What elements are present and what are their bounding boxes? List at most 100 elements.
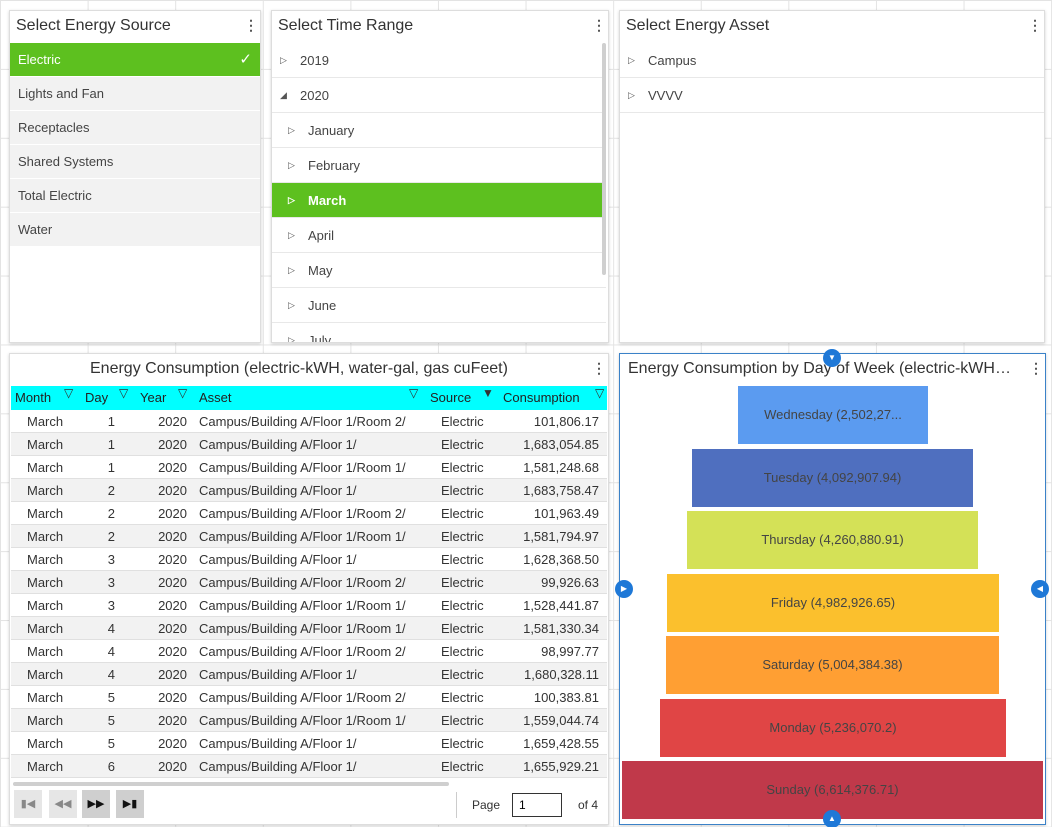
table-row[interactable]: March 4 2020 Campus/Building A/Floor 1/Elec… [11,663,607,686]
expand-arrow-icon[interactable]: ▷ [288,160,295,170]
month-cell: March [27,644,64,659]
tree-node-label: March [308,193,347,208]
expand-arrow-icon[interactable]: ▷ [288,265,295,275]
day-cell: 3 [107,598,115,613]
table-row[interactable]: March 2 2020 Campus/Building A/Floor 1/Room… [11,502,607,525]
tree-node-may[interactable]: ▷ May [272,253,606,288]
filter-icon[interactable]: ▽ [178,386,188,400]
table-row[interactable]: March 5 2020 Campus/Building A/Floor 1/Room… [11,686,607,709]
table-row[interactable]: March 3 2020 Campus/Building A/Floor 1/Elec… [11,548,607,571]
tree-node-label: February [308,158,361,173]
resize-handle-left-icon[interactable]: ▶ [615,580,633,598]
asset-cell: Campus/Building A/Floor 1/ [199,483,357,498]
source-cell: Electric [441,690,484,705]
column-header-consumption[interactable]: Consumption [503,390,580,405]
table-row[interactable]: March 1 2020 Campus/Building A/Floor 1/Room… [11,456,607,479]
asset-cell: Campus/Building A/Floor 1/Room 2/ [199,506,406,521]
consumption-cell: 1,528,441.87 [523,598,599,613]
table-row[interactable]: March 5 2020 Campus/Building A/Floor 1/Elec… [11,732,607,755]
expand-arrow-icon[interactable]: ▷ [280,55,287,65]
funnel-bar-wednesday[interactable]: Wednesday (2,502,27... [738,386,928,444]
column-header-source[interactable]: Source [430,390,472,405]
tree-node-june[interactable]: ▷ June [272,288,606,323]
table-row[interactable]: March 3 2020 Campus/Building A/Floor 1/Room… [11,594,607,617]
funnel-bar-sunday[interactable]: Sunday (6,614,376.71) [622,761,1043,819]
energy-source-item[interactable]: Lights and Fan [10,77,260,111]
source-cell: Electric [441,575,484,590]
tree-node-july[interactable]: ▷ July [272,323,606,343]
table-row[interactable]: March 1 2020 Campus/Building A/Floor 1/Elec… [11,433,607,456]
funnel-bar-saturday[interactable]: Saturday (5,004,384.38) [666,636,999,694]
tree-node-january[interactable]: ▷ January [272,113,606,148]
tree-node-2019[interactable]: ▷ 2019 [272,43,606,78]
tree-node-march[interactable]: ▷ March [272,183,606,218]
tree-node-april[interactable]: ▷ April [272,218,606,253]
more-menu-icon[interactable]: ⋮ [592,360,606,376]
day-cell: 5 [107,736,115,751]
energy-source-item[interactable]: Receptacles [10,111,260,145]
filter-icon[interactable]: ▽ [64,386,74,400]
expand-arrow-icon[interactable]: ▷ [628,55,635,65]
filter-icon[interactable]: ▽ [119,386,129,400]
tree-node-february[interactable]: ▷ February [272,148,606,183]
consumption-cell: 1,628,368.50 [523,552,599,567]
funnel-bar-friday[interactable]: Friday (4,982,926.65) [667,573,999,632]
expand-arrow-icon[interactable]: ▷ [628,90,635,100]
collapse-arrow-icon[interactable]: ◢ [280,90,287,100]
source-cell: Electric [441,759,484,774]
funnel-bar-tuesday[interactable]: Tuesday (4,092,907.94) [692,448,973,507]
table-row[interactable]: March 1 2020 Campus/Building A/Floor 1/Room… [11,410,607,433]
previous-page-icon[interactable]: ◀◀ [49,790,77,818]
table-row[interactable]: March 5 2020 Campus/Building A/Floor 1/Room… [11,709,607,732]
column-header-month[interactable]: Month [15,390,52,405]
table-row[interactable]: March 2 2020 Campus/Building A/Floor 1/Room… [11,525,607,548]
more-menu-icon[interactable]: ⋮ [244,17,258,33]
energy-source-item[interactable]: Shared Systems [10,145,260,179]
last-page-icon[interactable]: ▶▮ [116,790,144,818]
year-cell: 2020 [158,713,187,728]
expand-arrow-icon[interactable]: ▷ [288,230,295,240]
expand-arrow-icon[interactable]: ▷ [288,195,295,205]
table-row[interactable]: March 6 2020 Campus/Building A/Floor 1/Elec… [11,755,607,778]
next-page-icon[interactable]: ▶▶ [82,790,110,818]
expand-arrow-icon[interactable]: ▷ [288,335,295,343]
asset-cell: Campus/Building A/Floor 1/Room 1/ [199,713,406,728]
funnel-bar-thursday[interactable]: Thursday (4,260,880.91) [687,511,978,569]
horizontal-scrollbar[interactable] [13,782,449,786]
page-number-input[interactable] [512,793,562,817]
day-cell: 2 [107,529,115,544]
source-cell: Electric [441,437,484,452]
day-cell: 4 [107,667,115,682]
first-page-icon[interactable]: ▮◀ [14,790,42,818]
expand-arrow-icon[interactable]: ▷ [288,300,295,310]
asset-cell: Campus/Building A/Floor 1/ [199,437,357,452]
filter-icon[interactable]: ▽ [595,386,605,400]
tree-node-2020[interactable]: ◢ 2020 [272,78,606,113]
resize-handle-bottom-icon[interactable]: ▲ [823,810,841,827]
source-cell: Electric [441,644,484,659]
asset-node[interactable]: ▷ Campus [620,43,1044,78]
table-row[interactable]: March 4 2020 Campus/Building A/Floor 1/Room… [11,617,607,640]
energy-source-item[interactable]: Electric ✓ [10,43,260,77]
table-row[interactable]: March 2 2020 Campus/Building A/Floor 1/Elec… [11,479,607,502]
column-header-asset[interactable]: Asset [199,390,232,405]
table-row[interactable]: March 4 2020 Campus/Building A/Floor 1/Room… [11,640,607,663]
more-menu-icon[interactable]: ⋮ [1028,17,1042,33]
expand-arrow-icon[interactable]: ▷ [288,125,295,135]
year-cell: 2020 [158,529,187,544]
energy-source-item[interactable]: Water [10,213,260,247]
consumption-cell: 1,559,044.74 [523,713,599,728]
more-menu-icon[interactable]: ⋮ [592,17,606,33]
vertical-scrollbar[interactable] [602,43,606,275]
column-header-day[interactable]: Day [85,390,109,405]
filter-icon[interactable]: ▽ [409,386,419,400]
resize-handle-right-icon[interactable]: ◀ [1031,580,1049,598]
column-header-year[interactable]: Year [140,390,167,405]
filter-active-icon[interactable]: ▼ [482,386,494,400]
checkmark-icon: ✓ [239,51,252,68]
energy-source-item[interactable]: Total Electric [10,179,260,213]
resize-handle-top-icon[interactable]: ▼ [823,349,841,367]
asset-node[interactable]: ▷ VVVV [620,78,1044,113]
funnel-bar-monday[interactable]: Monday (5,236,070.2) [660,698,1006,757]
table-row[interactable]: March 3 2020 Campus/Building A/Floor 1/Room… [11,571,607,594]
